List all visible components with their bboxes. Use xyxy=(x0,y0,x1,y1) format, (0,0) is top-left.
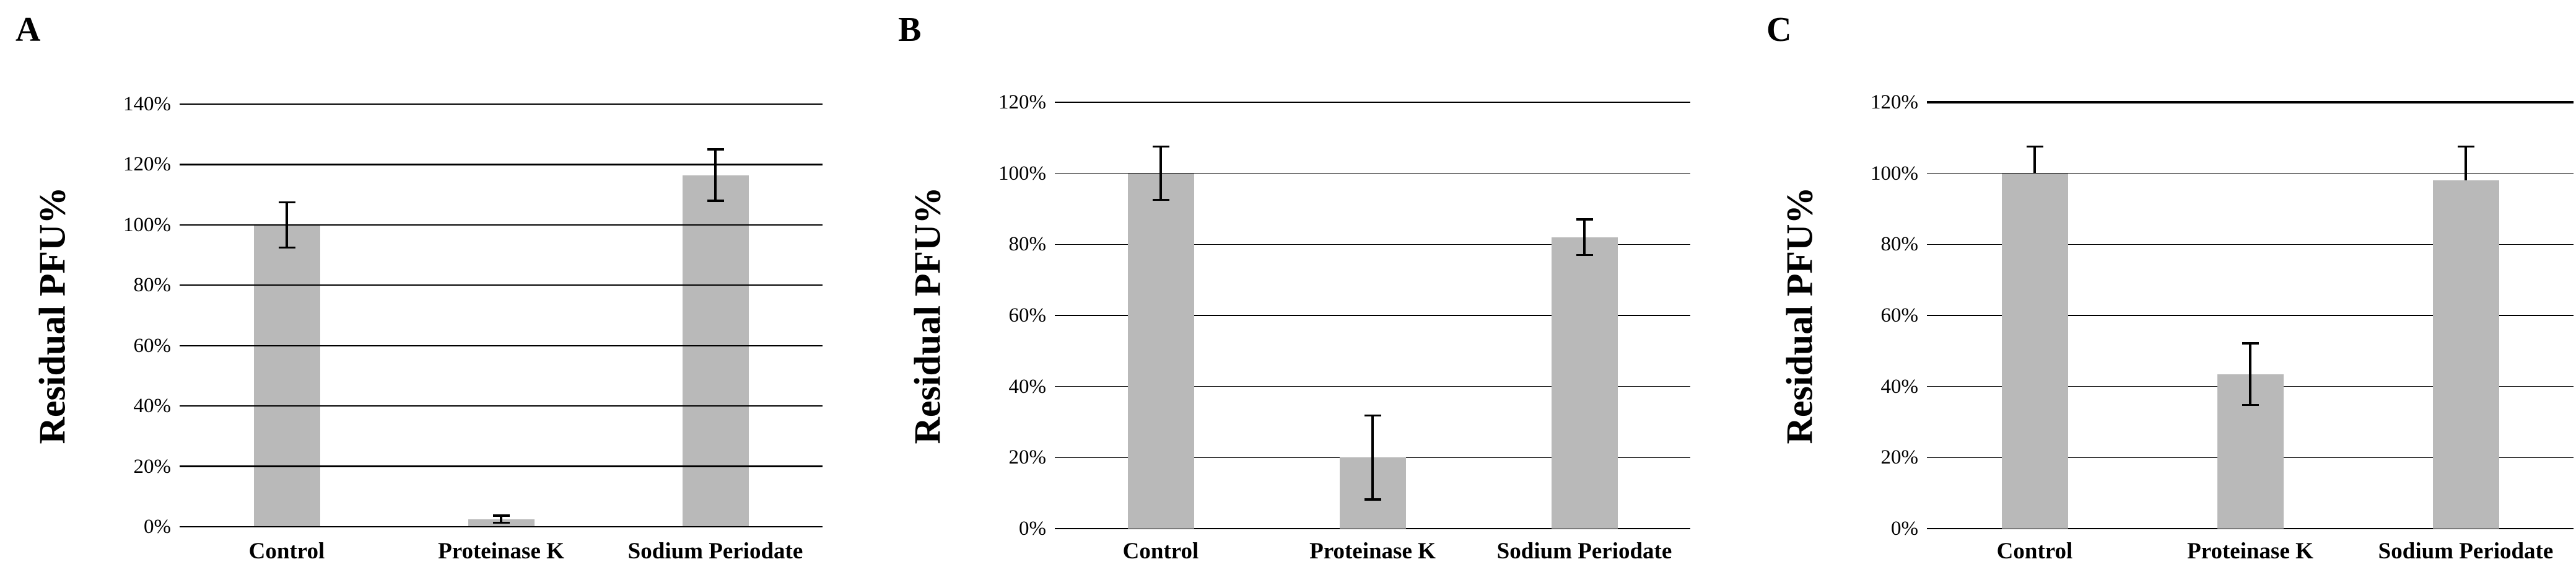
gridline-40pct xyxy=(180,405,823,407)
y-tick-label: 80% xyxy=(1008,233,1047,256)
gridline-100pct xyxy=(180,224,823,226)
bar-sodium-periodate xyxy=(682,175,749,527)
panel-label-c: C xyxy=(1766,11,1792,49)
y-tick-label: 60% xyxy=(1880,304,1919,327)
y-tick-label: 120% xyxy=(123,153,171,176)
gridline-100pct xyxy=(1055,173,1690,174)
y-tick-label: 60% xyxy=(1008,304,1047,327)
y-tick-label: 20% xyxy=(1008,446,1047,469)
error-bar-line xyxy=(2249,343,2251,405)
error-bar-top-cap xyxy=(1364,414,1381,417)
error-bar-top-cap xyxy=(1152,145,1169,148)
gridline-120pct xyxy=(1055,102,1690,103)
x-category-label: Proteinase K xyxy=(2187,539,2313,564)
gridline-60pct xyxy=(180,345,823,346)
y-tick-label: 0% xyxy=(1019,517,1046,540)
x-category-label: Control xyxy=(1996,539,2073,564)
error-bar-line xyxy=(1371,415,1374,499)
y-tick-label: 40% xyxy=(1008,375,1047,398)
x-category-label: Sodium Periodate xyxy=(627,539,803,564)
y-tick-label: 120% xyxy=(998,91,1046,113)
error-bar-top-cap xyxy=(2242,342,2259,345)
error-bar-line xyxy=(286,202,288,248)
bar-control xyxy=(1127,173,1194,529)
error-bar-top-cap xyxy=(2457,145,2474,148)
error-bar-bottom-cap xyxy=(1576,253,1593,257)
error-bar-top-cap xyxy=(707,148,724,151)
gridline-120pct xyxy=(1927,101,2574,103)
bar-sodium-periodate xyxy=(2432,180,2499,529)
gridline-80pct xyxy=(1927,244,2574,245)
error-bar-line xyxy=(1583,219,1586,255)
error-bar-line xyxy=(2033,146,2036,174)
gridline-20pct xyxy=(180,465,823,467)
y-tick-label: 80% xyxy=(133,274,172,297)
x-category-label: Sodium Periodate xyxy=(2378,539,2554,564)
gridline-100pct xyxy=(1927,173,2574,174)
error-bar-top-cap xyxy=(2026,145,2043,148)
y-tick-label: 40% xyxy=(133,395,172,418)
y-tick-label: 60% xyxy=(133,334,172,357)
error-bar-top-cap xyxy=(278,201,295,204)
x-category-label: Proteinase K xyxy=(1309,539,1436,564)
error-bar-bottom-cap xyxy=(1364,498,1381,501)
error-bar-line xyxy=(500,516,502,523)
error-bar-bottom-cap xyxy=(492,521,510,524)
x-axis-line xyxy=(1927,528,2574,529)
error-bar-line xyxy=(1159,146,1162,200)
y-tick-label: 140% xyxy=(123,93,171,115)
error-bar-bottom-cap xyxy=(1152,198,1169,201)
y-tick-label: 0% xyxy=(1891,517,1918,540)
gridline-120pct xyxy=(180,164,823,165)
y-tick-label: 20% xyxy=(133,455,172,478)
x-category-label: Sodium Periodate xyxy=(1496,539,1672,564)
gridline-80pct xyxy=(1055,244,1690,245)
y-tick-label: 40% xyxy=(1880,375,1919,398)
bar-sodium-periodate xyxy=(1551,237,1618,529)
x-axis-line xyxy=(180,526,823,528)
y-tick-label: 100% xyxy=(123,213,171,236)
error-bar-line xyxy=(714,149,717,201)
gridline-80pct xyxy=(180,284,823,286)
bar-control xyxy=(253,224,320,527)
y-tick-label: 120% xyxy=(1871,91,1918,113)
y-tick-label: 0% xyxy=(144,516,171,538)
y-tick-label: 100% xyxy=(998,162,1046,185)
x-axis-line xyxy=(1055,528,1690,529)
y-tick-label: 100% xyxy=(1871,162,1918,185)
y-tick-label: 80% xyxy=(1880,233,1919,256)
gridline-40pct xyxy=(1055,386,1690,387)
y-tick-label: 20% xyxy=(1880,446,1919,469)
error-bar-bottom-cap xyxy=(278,246,295,249)
panel-label-b: B xyxy=(898,11,922,49)
error-bar-top-cap xyxy=(1576,218,1593,221)
error-bar-line xyxy=(2465,146,2467,181)
panel-label-a: A xyxy=(15,11,41,49)
error-bar-bottom-cap xyxy=(2242,403,2259,407)
error-bar-bottom-cap xyxy=(707,200,724,202)
x-category-label: Control xyxy=(1122,539,1199,564)
x-category-label: Proteinase K xyxy=(438,539,564,564)
bar-control xyxy=(2001,173,2068,529)
gridline-140pct xyxy=(180,103,823,105)
error-bar-top-cap xyxy=(492,514,510,517)
x-category-label: Control xyxy=(248,539,325,564)
